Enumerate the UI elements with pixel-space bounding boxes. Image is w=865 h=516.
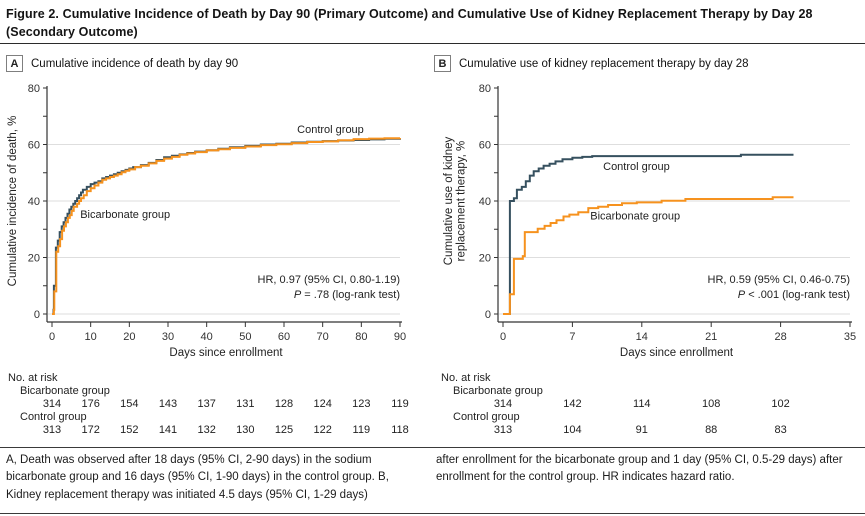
panel-b-header: B Cumulative use of kidney replacement t… <box>434 55 749 72</box>
x-tick-label-35: 35 <box>844 331 856 343</box>
hr-annotation-line2: P < .001 (log-rank test) <box>738 289 850 301</box>
x-tick-label-70: 70 <box>317 331 329 343</box>
x-tick-label-14: 14 <box>636 331 648 343</box>
at-risk-value: 124 <box>313 398 331 410</box>
at-risk-value: 141 <box>159 424 177 436</box>
panel-a-header: A Cumulative incidence of death by day 9… <box>6 55 238 72</box>
y-tick-label-0: 0 <box>34 309 40 321</box>
at-risk-value: 119 <box>391 398 409 410</box>
at-risk-value: 142 <box>563 398 581 410</box>
at-risk-value: 152 <box>120 424 138 436</box>
footnote-left-column: A, Death was observed after 18 days (95%… <box>6 454 389 501</box>
x-tick-label-30: 30 <box>162 331 174 343</box>
at-risk-value: 102 <box>771 398 789 410</box>
hr-annotation-line1: HR, 0.97 (95% CI, 0.80-1.19) <box>258 274 400 286</box>
y-tick-label-0: 0 <box>485 309 491 321</box>
at-risk-value: 114 <box>633 398 651 410</box>
panel-b-letter-badge: B <box>434 55 451 72</box>
at-risk-value: 91 <box>636 424 648 436</box>
at-risk-value: 132 <box>197 424 215 436</box>
series-label-control: Control group <box>603 161 670 173</box>
hr-annotation-line1: HR, 0.59 (95% CI, 0.46-0.75) <box>708 274 850 286</box>
series-path-bicarbonate <box>52 137 401 315</box>
y-tick-label-40: 40 <box>28 196 40 208</box>
at-risk-value: 314 <box>43 398 61 410</box>
at-risk-row-label: Control group <box>20 411 87 423</box>
y-tick-label-60: 60 <box>479 140 491 152</box>
panel-a-letter-badge: A <box>6 55 23 72</box>
x-tick-label-28: 28 <box>774 331 786 343</box>
at-risk-value: 122 <box>313 424 331 436</box>
x-tick-label-50: 50 <box>239 331 251 343</box>
series-label-bicarbonate: Bicarbonate group <box>590 210 680 222</box>
y-tick-label-20: 20 <box>479 253 491 265</box>
at-risk-value: 176 <box>81 398 99 410</box>
at-risk-value: 88 <box>705 424 717 436</box>
x-tick-label-90: 90 <box>394 331 406 343</box>
x-tick-label-20: 20 <box>123 331 135 343</box>
at-risk-value: 118 <box>391 424 409 436</box>
x-tick-label-10: 10 <box>85 331 97 343</box>
series-label-bicarbonate: Bicarbonate group <box>80 209 170 221</box>
footnote-right-column: after enrollment for the bicarbonate gro… <box>436 454 843 484</box>
at-risk-value: 104 <box>563 424 581 436</box>
x-tick-label-40: 40 <box>201 331 213 343</box>
at-risk-value: 123 <box>352 398 370 410</box>
y-axis-label-line2: replacement therapy, % <box>456 141 468 262</box>
at-risk-row-label: Control group <box>453 411 520 423</box>
series-path-control <box>52 137 401 315</box>
at-risk-value: 83 <box>774 424 786 436</box>
at-risk-value: 119 <box>353 424 371 436</box>
at-risk-value: 313 <box>43 424 61 436</box>
at-risk-row-label: Bicarbonate group <box>453 385 543 397</box>
series-path-control <box>503 153 794 315</box>
footnote-divider-bottom <box>0 513 865 514</box>
at-risk-value: 128 <box>275 398 293 410</box>
series-path-bicarbonate <box>503 196 794 315</box>
x-tick-label-60: 60 <box>278 331 290 343</box>
y-tick-label-60: 60 <box>28 140 40 152</box>
y-tick-label-20: 20 <box>28 253 40 265</box>
x-tick-label-0: 0 <box>49 331 55 343</box>
hr-annotation-line2: P = .78 (log-rank test) <box>294 289 400 301</box>
at-risk-value: 130 <box>236 424 254 436</box>
x-tick-label-7: 7 <box>569 331 575 343</box>
at-risk-value: 108 <box>702 398 720 410</box>
at-risk-row-label: Bicarbonate group <box>20 385 110 397</box>
series-label-control: Control group <box>297 124 364 136</box>
at-risk-value: 131 <box>236 398 254 410</box>
footnote-divider-top <box>0 447 865 448</box>
x-axis-label: Days since enrollment <box>620 347 734 359</box>
x-axis-label: Days since enrollment <box>169 347 283 359</box>
x-tick-label-21: 21 <box>705 331 717 343</box>
at-risk-value: 154 <box>120 398 138 410</box>
at-risk-value: 143 <box>159 398 177 410</box>
x-tick-label-0: 0 <box>500 331 506 343</box>
y-axis-label-line1: Cumulative use of kidney <box>443 137 455 266</box>
at-risk-header: No. at risk <box>8 372 58 384</box>
y-tick-label-80: 80 <box>28 83 40 95</box>
at-risk-value: 313 <box>494 424 512 436</box>
at-risk-value: 137 <box>197 398 215 410</box>
at-risk-value: 125 <box>275 424 293 436</box>
x-tick-label-80: 80 <box>355 331 367 343</box>
at-risk-value: 172 <box>81 424 99 436</box>
figure-title: Figure 2. Cumulative Incidence of Death … <box>6 7 813 40</box>
at-risk-value: 314 <box>494 398 512 410</box>
panel-a-title: Cumulative incidence of death by day 90 <box>31 57 239 70</box>
panel-b-title: Cumulative use of kidney replacement the… <box>459 57 749 70</box>
y-tick-label-40: 40 <box>479 196 491 208</box>
title-divider <box>0 43 865 44</box>
y-axis-label-line1: Cumulative incidence of death, % <box>7 116 19 287</box>
y-tick-label-80: 80 <box>479 83 491 95</box>
at-risk-header: No. at risk <box>441 372 491 384</box>
